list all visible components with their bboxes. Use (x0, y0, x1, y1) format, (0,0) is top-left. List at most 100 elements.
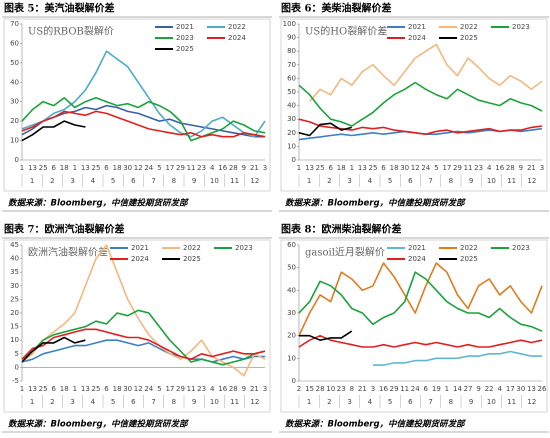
y-tick-label: 35 (10, 268, 19, 276)
series-line (21, 110, 266, 138)
month-label: 5 (388, 177, 392, 185)
month-label: 8 (449, 177, 453, 185)
x-tick-label: 13 (81, 164, 90, 172)
month-label: 1 (30, 177, 34, 185)
month-label: 3 (70, 398, 74, 406)
y-tick-label: 40 (10, 78, 19, 86)
x-tick-label: 18 (113, 385, 122, 393)
month-label: 9 (192, 177, 196, 185)
month-label: 2 (50, 398, 54, 406)
x-tick-label: 13 (28, 385, 37, 393)
month-label: 11 (230, 398, 239, 406)
month-label: 11 (507, 177, 516, 185)
month-label: 12 (527, 398, 536, 406)
month-label: 4 (91, 177, 96, 185)
series-line (21, 97, 266, 142)
y-tick-label: 60 (10, 39, 19, 47)
y-tick-label: 10 (287, 354, 296, 362)
x-tick-label: 1 (445, 385, 449, 393)
series-line (21, 339, 265, 363)
y-tick-label: 10 (10, 336, 19, 344)
x-tick-label: 25 (316, 164, 325, 172)
x-tick-label: 3 (371, 385, 375, 393)
x-tick-label: 5 (157, 385, 161, 393)
month-label: 4 (91, 398, 96, 406)
y-tick-label: 45 (10, 241, 19, 249)
legend-label: 2023 (235, 244, 253, 252)
legend-label: 2025 (460, 255, 478, 263)
month-label: 10 (210, 398, 219, 406)
month-label: 8 (172, 398, 176, 406)
legend-label: 2024 (408, 34, 426, 42)
x-tick-label: 30 (123, 385, 132, 393)
x-tick-label: 4 (210, 164, 215, 172)
y-tick-label: 25 (10, 295, 19, 303)
x-tick-label: 25 (39, 385, 48, 393)
legend-label: 2025 (176, 45, 194, 53)
month-label: 12 (250, 177, 259, 185)
series-line (21, 120, 86, 142)
month-label: 9 (192, 398, 196, 406)
month-label: 6 (408, 177, 413, 185)
series-line (298, 81, 543, 127)
x-tick-label: 18 (390, 164, 399, 172)
month-label: 11 (507, 398, 516, 406)
y-tick-label: 15 (10, 323, 19, 331)
month-label: 4 (368, 177, 373, 185)
month-label: 3 (347, 177, 351, 185)
legend-label: 2023 (512, 23, 530, 31)
x-tick-label: 5 (157, 164, 161, 172)
month-label: 2 (327, 177, 331, 185)
plot-frame (3, 18, 271, 192)
month-label: 1 (30, 398, 34, 406)
y-tick-label: 50 (287, 88, 296, 96)
series-line (21, 328, 266, 360)
legend-label: 2023 (176, 34, 194, 42)
x-tick-label: 4 (210, 385, 215, 393)
y-tick-label: 70 (287, 61, 296, 69)
x-tick-label: 25 (91, 385, 100, 393)
chart-subtitle: US的RBOB裂解价 (28, 25, 114, 38)
x-tick-label: 13 (358, 164, 367, 172)
x-tick-label: 22 (485, 385, 494, 393)
month-label: 10 (487, 177, 496, 185)
y-tick-label: 60 (287, 74, 296, 82)
y-tick-label: 70 (10, 20, 19, 28)
x-tick-label: 6 (381, 164, 386, 172)
source-note: 数据来源：Bloomberg，中信建投期货研发部 (8, 419, 189, 430)
month-label: 3 (347, 398, 351, 406)
chart-subtitle: gasoil近月裂解价 (305, 246, 385, 259)
legend-label: 2023 (512, 244, 530, 252)
y-tick-label: 50 (287, 264, 296, 272)
plot-frame (3, 239, 271, 413)
x-tick-label: 29 (176, 164, 185, 172)
x-tick-label: 11 (464, 164, 473, 172)
x-tick-label: 17 (165, 385, 174, 393)
series-line (21, 244, 266, 377)
month-label: 4 (368, 398, 373, 406)
x-tick-label: 18 (337, 164, 346, 172)
x-tick-label: 30 (400, 164, 409, 172)
month-label: 7 (151, 398, 155, 406)
x-tick-label: 1 (350, 164, 354, 172)
chart-title: 图表 8：欧洲柴油裂解价差 (281, 223, 401, 236)
legend-label: 2021 (131, 244, 149, 252)
x-tick-label: 23 (474, 164, 483, 172)
month-label: 7 (428, 177, 432, 185)
series-line (298, 262, 543, 337)
month-label: 5 (111, 177, 115, 185)
x-tick-label: 29 (453, 164, 462, 172)
legend-label: 2024 (408, 255, 426, 263)
y-tick-label: 90 (287, 34, 296, 42)
x-tick-label: 18 (60, 164, 69, 172)
x-tick-label: 10 (326, 385, 335, 393)
month-label: 7 (428, 398, 432, 406)
x-tick-label: 4 (487, 164, 492, 172)
y-tick-label: 0 (15, 363, 19, 371)
legend-label: 2024 (228, 34, 246, 42)
y-tick-label: 30 (287, 115, 296, 123)
x-tick-label: 16 (218, 164, 227, 172)
y-tick-label: -5 (12, 377, 19, 385)
series-line (298, 122, 352, 137)
x-tick-label: 13 (81, 385, 90, 393)
